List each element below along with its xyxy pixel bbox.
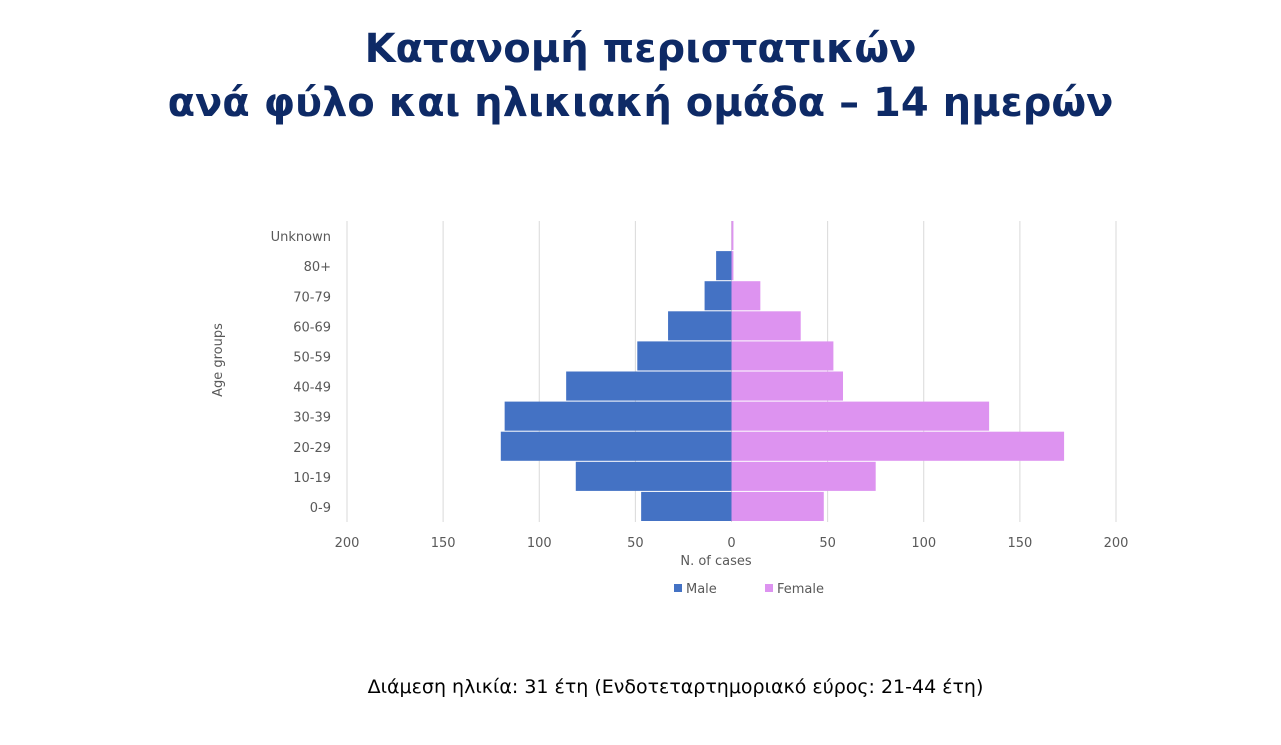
y-tick-label: 0-9 xyxy=(310,501,331,516)
y-tick-label: 80+ xyxy=(304,260,331,275)
bar-male-70-79 xyxy=(704,281,732,311)
bar-male-0-9 xyxy=(641,491,732,521)
legend-swatch-male xyxy=(674,584,682,592)
bar-female-50-59 xyxy=(731,341,834,371)
x-tick-label: 150 xyxy=(1007,536,1032,551)
bar-female-10-19 xyxy=(731,461,876,491)
bar-male-80+ xyxy=(716,251,732,281)
y-tick-label: 70-79 xyxy=(293,290,331,305)
y-tick-label: Unknown xyxy=(271,230,331,245)
x-tick-label: 100 xyxy=(527,536,552,551)
x-tick-label: 0 xyxy=(727,536,735,551)
median-age-note: Διάμεση ηλικία: 31 έτη (Ενδοτεταρτημορια… xyxy=(367,676,984,698)
y-tick-label: 10-19 xyxy=(293,471,331,486)
bar-female-20-29 xyxy=(731,431,1065,461)
title-line-1: Κατανομή περιστατικών xyxy=(364,26,917,72)
legend-swatch-female xyxy=(765,584,773,592)
legend-label-female: Female xyxy=(777,582,824,597)
y-tick-label: 20-29 xyxy=(293,441,331,456)
bar-female-0-9 xyxy=(731,491,824,521)
x-tick-label: 50 xyxy=(819,536,836,551)
bar-male-10-19 xyxy=(575,461,732,491)
x-tick-label: 150 xyxy=(431,536,456,551)
bar-female-80+ xyxy=(731,251,734,281)
slide-title: Κατανομή περιστατικών ανά φύλο και ηλικι… xyxy=(0,22,1281,130)
bar-male-30-39 xyxy=(504,401,732,431)
bar-female-40-49 xyxy=(731,371,844,401)
y-tick-label: 30-39 xyxy=(293,411,331,426)
bar-female-70-79 xyxy=(731,281,761,311)
bar-female-60-69 xyxy=(731,311,801,341)
x-axis-title: N. of cases xyxy=(680,554,752,569)
bar-female-Unknown xyxy=(731,221,734,251)
x-tick-label: 100 xyxy=(911,536,936,551)
y-axis-title: Age groups xyxy=(211,323,226,397)
y-tick-label: 50-59 xyxy=(293,350,331,365)
y-tick-label: 40-49 xyxy=(293,381,331,396)
x-tick-label: 200 xyxy=(335,536,360,551)
bar-male-40-49 xyxy=(566,371,732,401)
legend-label-male: Male xyxy=(686,582,717,597)
bar-female-30-39 xyxy=(731,401,990,431)
bar-male-20-29 xyxy=(500,431,732,461)
y-tick-label: 60-69 xyxy=(293,320,331,335)
x-tick-label: 50 xyxy=(627,536,644,551)
x-tick-label: 200 xyxy=(1104,536,1129,551)
bar-male-60-69 xyxy=(668,311,732,341)
title-line-2: ανά φύλο και ηλικιακή ομάδα – 14 ημερών xyxy=(167,80,1114,126)
bar-male-50-59 xyxy=(637,341,732,371)
